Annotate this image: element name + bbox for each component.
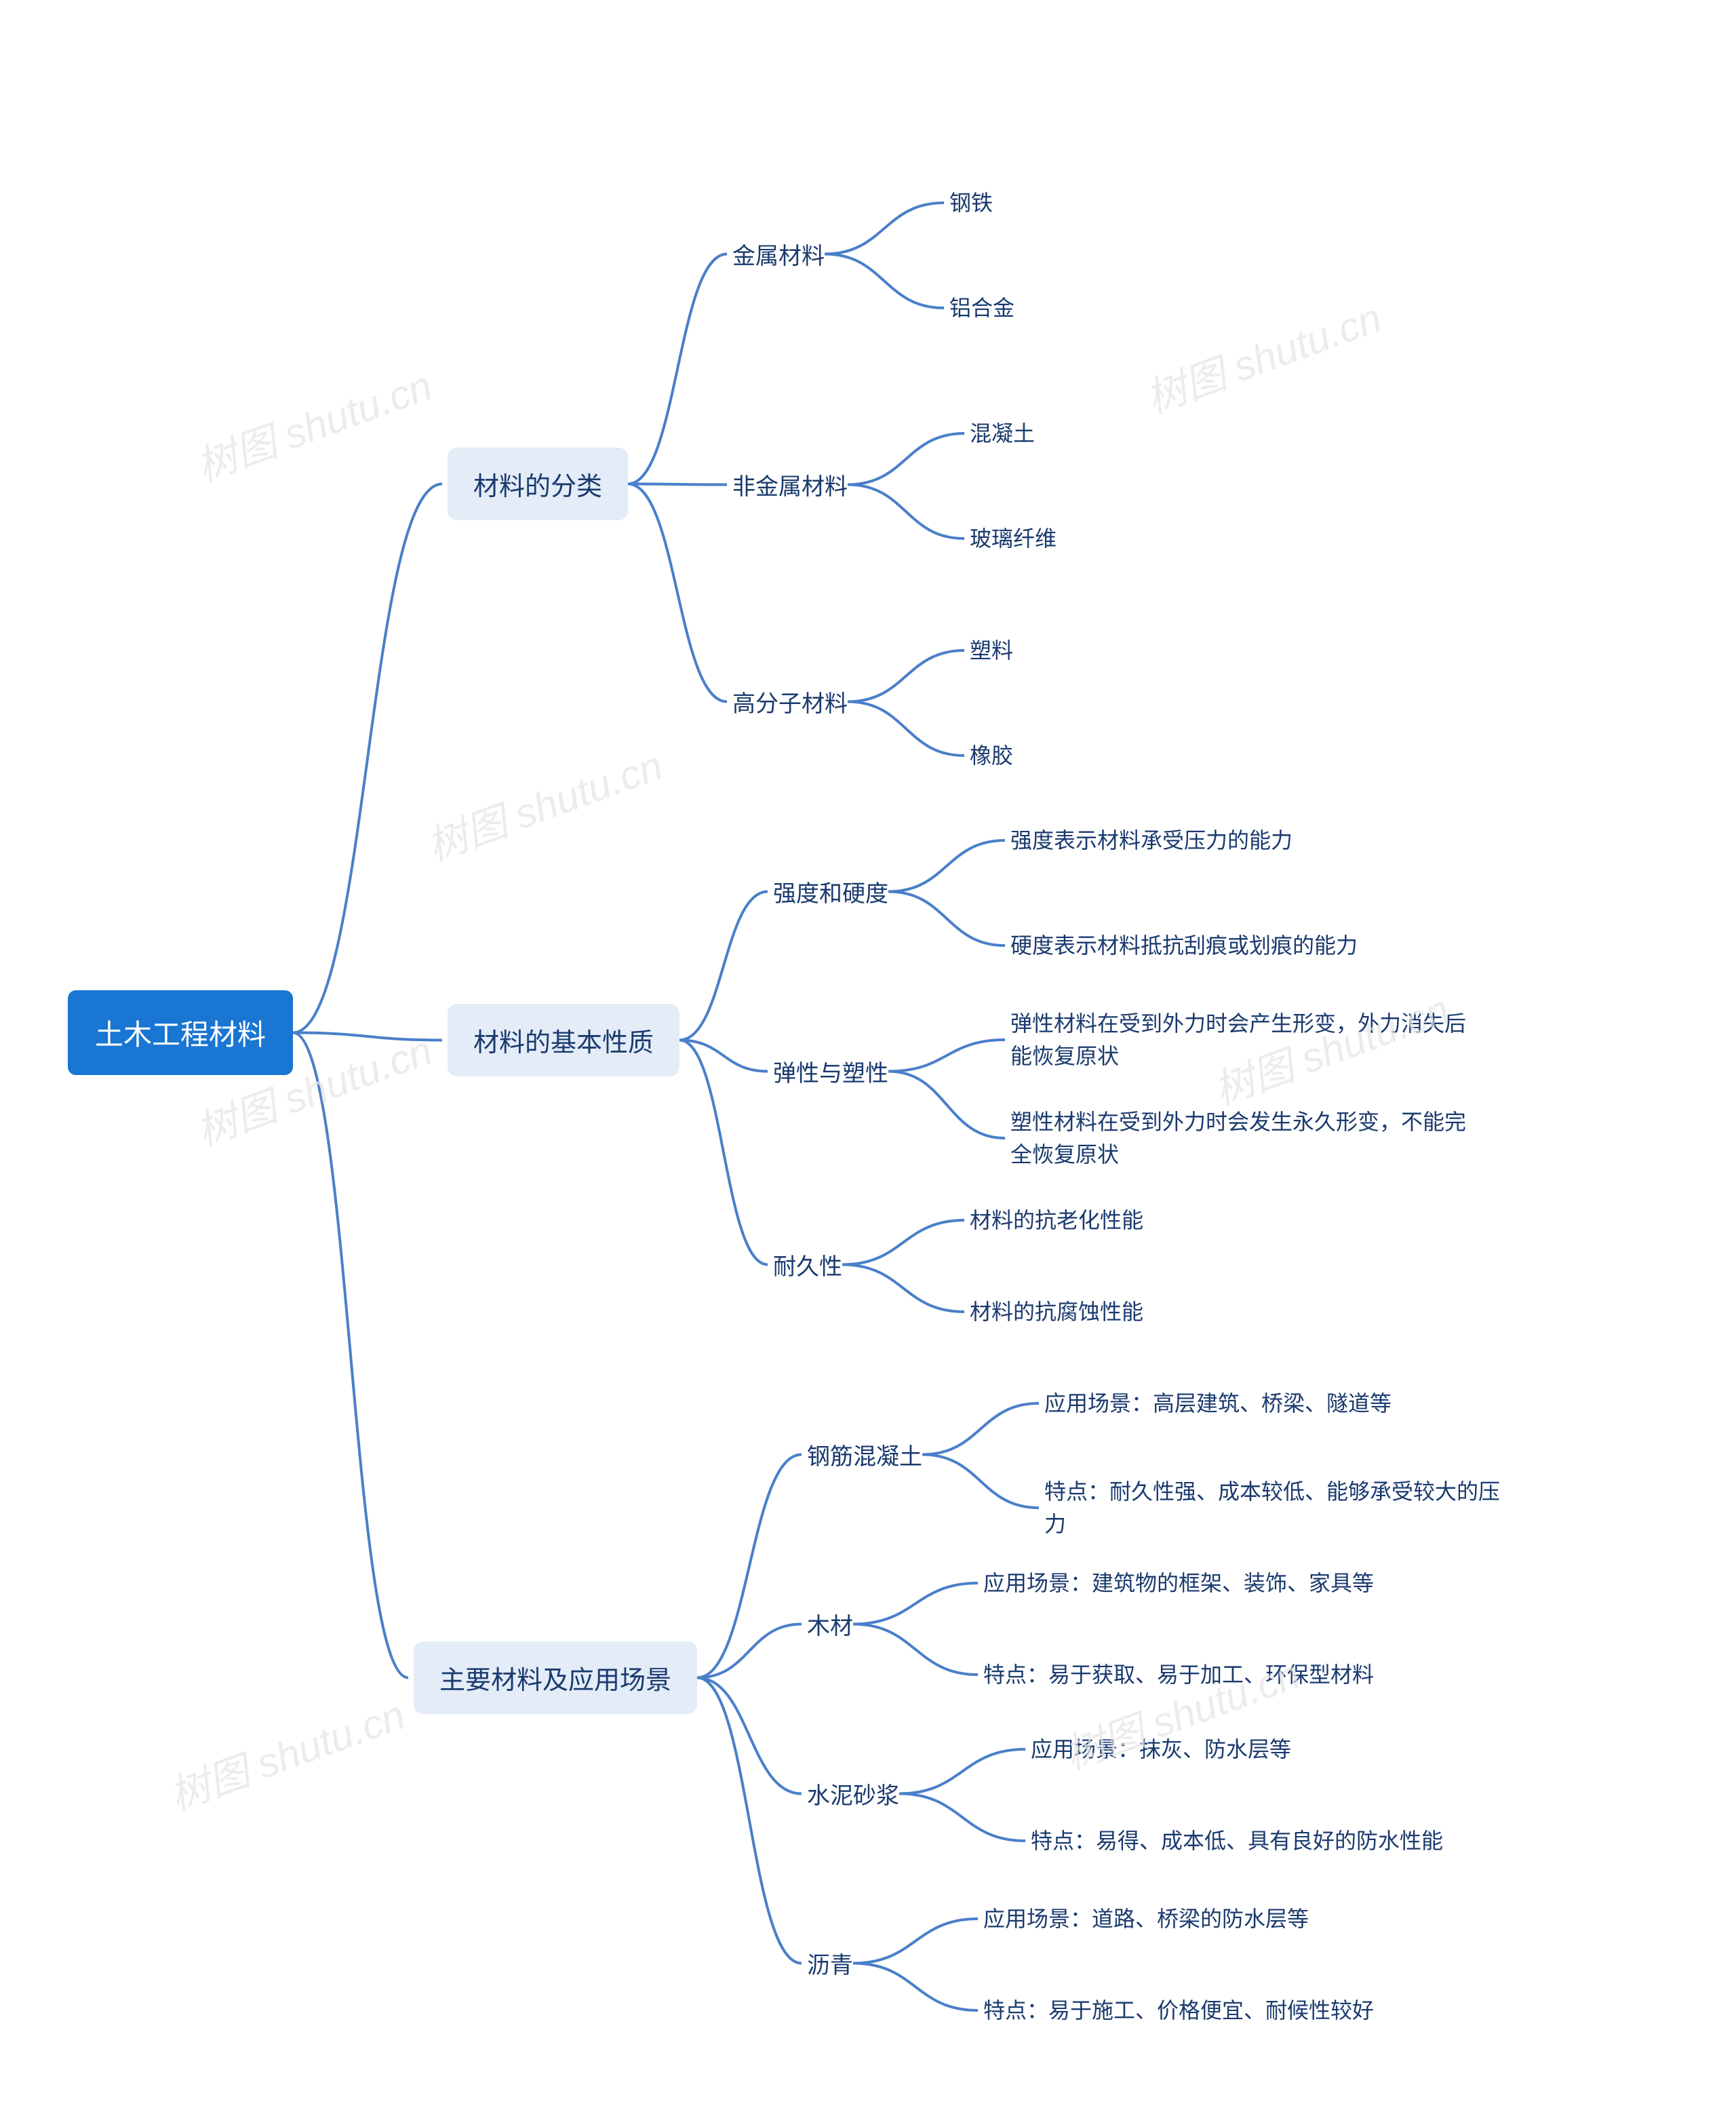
branch-applications: 主要材料及应用场景 (414, 1641, 697, 1714)
l3-plastic-desc: 塑性材料在受到外力时会发生永久形变，不能完全恢复原状 (1010, 1106, 1485, 1171)
l2-asphalt: 沥青 (807, 1947, 853, 1980)
watermark: 树图 shutu.cn (160, 1682, 412, 1822)
watermark: 树图 shutu.cn (1137, 285, 1388, 425)
l2-wood: 木材 (807, 1607, 853, 1641)
l3-hardness-desc: 硬度表示材料抵抗刮痕或划痕的能力 (1010, 929, 1358, 962)
watermark: 树图 shutu.cn (418, 733, 669, 872)
l2-mortar: 水泥砂浆 (807, 1777, 899, 1810)
l3-asphalt-scene: 应用场景：道路、桥梁的防水层等 (983, 1903, 1309, 1935)
l2-nonmetal: 非金属材料 (732, 468, 848, 501)
l3-elastic-desc: 弹性材料在受到外力时会产生形变，外力消失后能恢复原状 (1010, 1007, 1485, 1072)
l3-rc-scene: 应用场景：高层建筑、桥梁、隧道等 (1044, 1387, 1392, 1420)
l2-strength: 强度和硬度 (773, 875, 888, 908)
l3-mortar-scene: 应用场景：抹灰、防水层等 (1031, 1733, 1291, 1766)
branch-properties: 材料的基本性质 (448, 1004, 679, 1076)
branch-classification: 材料的分类 (448, 448, 628, 520)
l3-wood-feature: 特点：易于获取、易于加工、环保型材料 (983, 1658, 1374, 1691)
l3-rc-feature: 特点：耐久性强、成本较低、能够承受较大的压力 (1044, 1475, 1519, 1540)
l3-asphalt-feature: 特点：易于施工、价格便宜、耐候性较好 (983, 1994, 1374, 2027)
l3-mortar-feature: 特点：易得、成本低、具有良好的防水性能 (1031, 1825, 1443, 1857)
l3-concrete: 混凝土 (970, 417, 1035, 450)
l2-polymer: 高分子材料 (732, 685, 848, 718)
watermark: 树图 shutu.cn (187, 353, 439, 492)
l3-steel: 钢铁 (949, 187, 993, 219)
l3-aging: 材料的抗老化性能 (970, 1204, 1143, 1236)
l2-elastic: 弹性与塑性 (773, 1055, 888, 1088)
l3-corrosion: 材料的抗腐蚀性能 (970, 1295, 1143, 1328)
l3-plastic: 塑料 (970, 634, 1013, 667)
l3-aluminum: 铝合金 (949, 292, 1014, 324)
l2-metal: 金属材料 (732, 237, 825, 271)
l2-durability: 耐久性 (773, 1248, 842, 1281)
l3-wood-scene: 应用场景：建筑物的框架、装饰、家具等 (983, 1567, 1374, 1599)
root-node: 土木工程材料 (68, 990, 293, 1075)
l3-strength-desc: 强度表示材料承受压力的能力 (1010, 824, 1293, 857)
l3-glassfiber: 玻璃纤维 (970, 522, 1057, 555)
l2-rc: 钢筋混凝土 (807, 1438, 922, 1471)
l3-rubber: 橡胶 (970, 739, 1013, 772)
